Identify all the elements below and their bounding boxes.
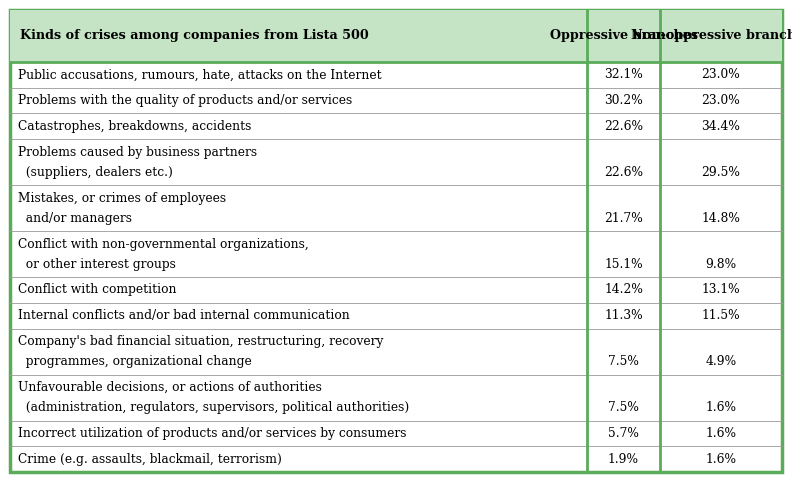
Text: (administration, regulators, supervisors, political authorities): (administration, regulators, supervisors… [18, 401, 409, 414]
Text: Problems with the quality of products and/or services: Problems with the quality of products an… [18, 94, 352, 107]
Text: Internal conflicts and/or bad internal communication: Internal conflicts and/or bad internal c… [18, 309, 350, 322]
Text: 22.6%: 22.6% [604, 166, 643, 179]
Text: Conflict with non-governmental organizations,: Conflict with non-governmental organizat… [18, 238, 309, 251]
Text: 1.6%: 1.6% [706, 427, 737, 440]
Bar [10, 10, 782, 62]
Text: Mistakes, or crimes of employees: Mistakes, or crimes of employees [18, 191, 227, 204]
Text: 11.5%: 11.5% [702, 309, 741, 322]
Text: Oppressive branches: Oppressive branches [550, 29, 698, 42]
Text: 11.3%: 11.3% [604, 309, 643, 322]
Text: Problems caused by business partners: Problems caused by business partners [18, 146, 257, 159]
Text: Non-oppressive branches: Non-oppressive branches [630, 29, 792, 42]
Text: 5.7%: 5.7% [608, 427, 639, 440]
Text: 34.4%: 34.4% [702, 120, 741, 133]
Text: Public accusations, rumours, hate, attacks on the Internet: Public accusations, rumours, hate, attac… [18, 68, 382, 81]
Text: 30.2%: 30.2% [604, 94, 643, 107]
Text: 13.1%: 13.1% [702, 283, 741, 296]
Text: 7.5%: 7.5% [608, 401, 639, 414]
Text: (suppliers, dealers etc.): (suppliers, dealers etc.) [18, 166, 173, 179]
Text: 23.0%: 23.0% [702, 94, 741, 107]
Text: 14.8%: 14.8% [702, 212, 741, 225]
Text: 1.6%: 1.6% [706, 453, 737, 466]
Text: 1.9%: 1.9% [608, 453, 639, 466]
Text: 14.2%: 14.2% [604, 283, 643, 296]
Text: Kinds of crises among companies from Lista 500: Kinds of crises among companies from Lis… [20, 29, 369, 42]
Text: Catastrophes, breakdowns, accidents: Catastrophes, breakdowns, accidents [18, 120, 251, 133]
Text: 32.1%: 32.1% [604, 68, 643, 81]
Text: Unfavourable decisions, or actions of authorities: Unfavourable decisions, or actions of au… [18, 381, 322, 394]
Text: Incorrect utilization of products and/or services by consumers: Incorrect utilization of products and/or… [18, 427, 406, 440]
Text: Conflict with competition: Conflict with competition [18, 283, 177, 296]
Text: or other interest groups: or other interest groups [18, 258, 176, 271]
Text: Crime (e.g. assaults, blackmail, terrorism): Crime (e.g. assaults, blackmail, terrori… [18, 453, 282, 466]
Text: 22.6%: 22.6% [604, 120, 643, 133]
Text: 9.8%: 9.8% [706, 258, 737, 271]
Text: 4.9%: 4.9% [706, 355, 737, 368]
Text: 23.0%: 23.0% [702, 68, 741, 81]
Text: 29.5%: 29.5% [702, 166, 741, 179]
Text: 21.7%: 21.7% [604, 212, 643, 225]
Text: and/or managers: and/or managers [18, 212, 132, 225]
Text: Company's bad financial situation, restructuring, recovery: Company's bad financial situation, restr… [18, 335, 383, 348]
Text: programmes, organizational change: programmes, organizational change [18, 355, 252, 368]
Text: 1.6%: 1.6% [706, 401, 737, 414]
Text: 15.1%: 15.1% [604, 258, 643, 271]
Text: 7.5%: 7.5% [608, 355, 639, 368]
